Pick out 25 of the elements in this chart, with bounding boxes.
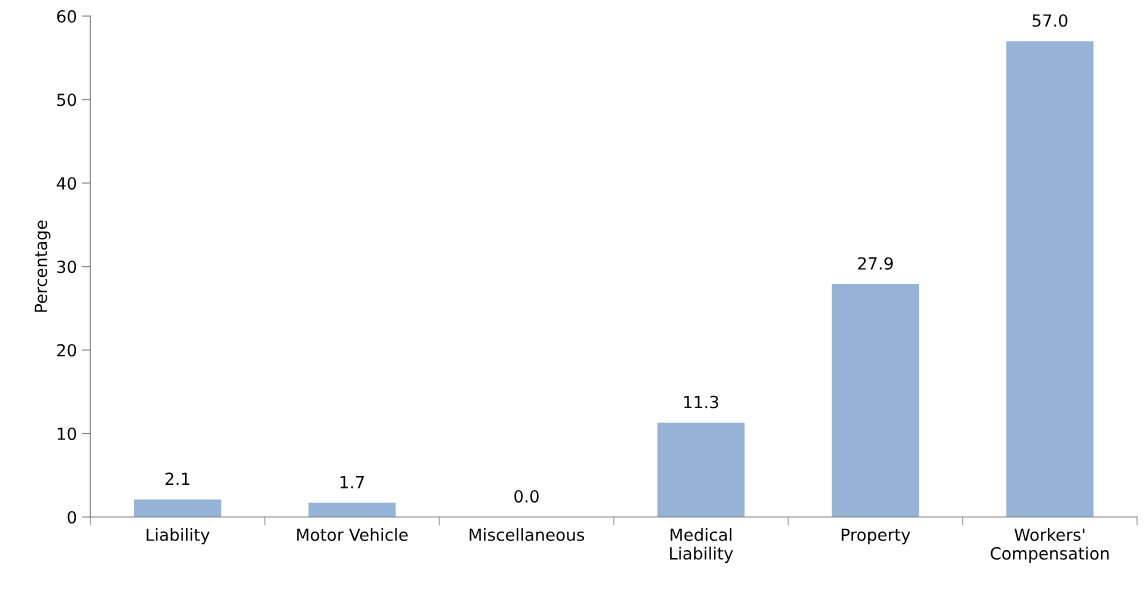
- y-tick-label: 30: [57, 260, 77, 274]
- bar: [657, 422, 745, 517]
- x-tick-label: Medical Liability: [670, 528, 733, 563]
- bar: [308, 502, 396, 517]
- y-tick-label: 60: [57, 10, 77, 23]
- bar: [1006, 41, 1094, 517]
- y-tick-label: 40: [56, 177, 77, 190]
- x-tick-label: Property: [841, 528, 911, 545]
- x-tick-label: Miscellaneous: [469, 528, 585, 542]
- bar: [133, 499, 222, 517]
- x-tick-label: Motor Vehicle: [297, 528, 408, 542]
- y-axis-title: Percentage: [34, 220, 51, 312]
- data-label: 0.0: [514, 490, 539, 503]
- y-tick-label: 20: [57, 344, 77, 357]
- data-label: 57.0: [1032, 14, 1068, 27]
- bar: [831, 284, 920, 517]
- y-tick-label: 0: [67, 510, 77, 524]
- data-label: 2.1: [165, 472, 190, 485]
- data-label: 27.9: [858, 257, 893, 270]
- data-label: 11.3: [684, 395, 719, 409]
- data-label: 1.7: [340, 476, 364, 489]
- x-tick-label: Workers' Compensation: [990, 528, 1109, 563]
- y-tick-label: 50: [57, 93, 77, 107]
- x-tick-label: Liability: [146, 528, 210, 545]
- y-tick-label: 10: [57, 427, 77, 441]
